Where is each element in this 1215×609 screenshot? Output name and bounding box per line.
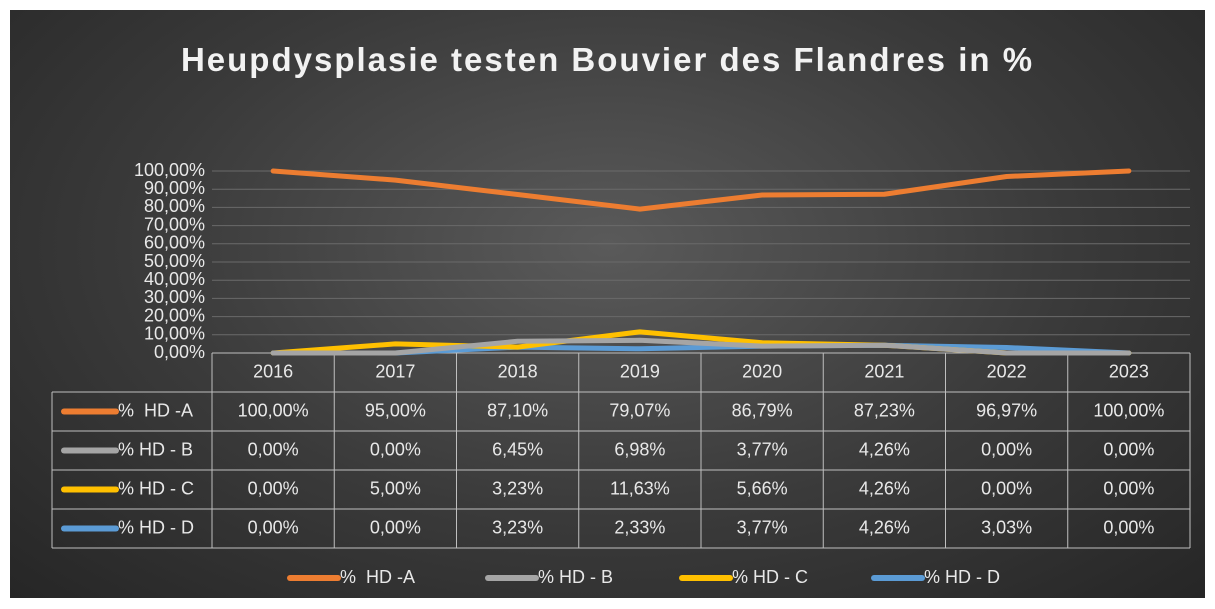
table-cell: 0,00% — [1103, 478, 1154, 498]
table-cell: 5,00% — [370, 478, 421, 498]
x-tick-label: 2023 — [1109, 361, 1149, 381]
table-cell: 87,10% — [487, 400, 548, 420]
y-tick-label: 40,00% — [144, 269, 205, 289]
series-line — [270, 337, 1132, 356]
y-tick-label: 0,00% — [154, 342, 205, 362]
y-tick-label: 60,00% — [144, 233, 205, 253]
x-tick-label: 2017 — [375, 361, 415, 381]
table-cell: 4,26% — [859, 439, 910, 459]
table-cell: 3,77% — [737, 517, 788, 537]
x-tick-label: 2022 — [987, 361, 1027, 381]
chart-title: Heupdysplasie testen Bouvier des Flandre… — [180, 41, 1035, 78]
series-line — [270, 168, 1132, 212]
y-tick-label: 90,00% — [144, 178, 205, 198]
x-tick-label: 2020 — [742, 361, 782, 381]
chart-area — [10, 10, 1205, 598]
table-row-label: % HD - B — [118, 439, 193, 459]
table-cell: 0,00% — [981, 439, 1032, 459]
table-cell: 2,33% — [614, 517, 665, 537]
table-cell: 96,97% — [976, 400, 1037, 420]
x-tick-label: 2016 — [253, 361, 293, 381]
table-cell: 0,00% — [981, 478, 1032, 498]
legend-label: % HD -A — [340, 567, 415, 587]
table-cell: 0,00% — [248, 478, 299, 498]
legend-label: % HD - C — [732, 567, 808, 587]
table-cell: 95,00% — [365, 400, 426, 420]
y-tick-label: 10,00% — [144, 324, 205, 344]
table-cell: 3,23% — [492, 517, 543, 537]
table-cell: 3,23% — [492, 478, 543, 498]
table-cell: 11,63% — [610, 478, 670, 498]
legend-label: % HD - D — [924, 567, 1000, 587]
table-cell: 79,07% — [609, 400, 670, 420]
table-cell: 5,66% — [737, 478, 788, 498]
y-tick-label: 70,00% — [144, 214, 205, 234]
table-cell: 3,77% — [737, 439, 788, 459]
legend-label: % HD - B — [538, 567, 613, 587]
x-tick-label: 2021 — [864, 361, 904, 381]
table-row-label: % HD - C — [118, 478, 194, 498]
table-row-label: % HD - D — [118, 517, 194, 537]
table-cell: 0,00% — [1103, 517, 1154, 537]
table-cell: 3,03% — [981, 517, 1032, 537]
table-cell: 6,98% — [614, 439, 665, 459]
y-tick-label: 80,00% — [144, 196, 205, 216]
x-tick-label: 2019 — [620, 361, 660, 381]
table-cell: 0,00% — [248, 517, 299, 537]
y-tick-label: 30,00% — [144, 287, 205, 307]
y-tick-label: 20,00% — [144, 305, 205, 325]
table-cell: 0,00% — [370, 439, 421, 459]
table-cell: 100,00% — [1093, 400, 1164, 420]
table-cell: 4,26% — [859, 517, 910, 537]
x-tick-label: 2018 — [498, 361, 538, 381]
table-cell: 100,00% — [238, 400, 309, 420]
table-cell: 4,26% — [859, 478, 910, 498]
y-tick-label: 50,00% — [144, 251, 205, 271]
table-cell: 87,23% — [854, 400, 915, 420]
y-tick-label: 100,00% — [134, 160, 205, 180]
table-cell: 86,79% — [732, 400, 793, 420]
table-cell: 0,00% — [1103, 439, 1154, 459]
table-cell: 0,00% — [370, 517, 421, 537]
table-cell: 6,45% — [492, 439, 543, 459]
table-row-label: % HD -A — [118, 400, 193, 420]
table-cell: 0,00% — [248, 439, 299, 459]
